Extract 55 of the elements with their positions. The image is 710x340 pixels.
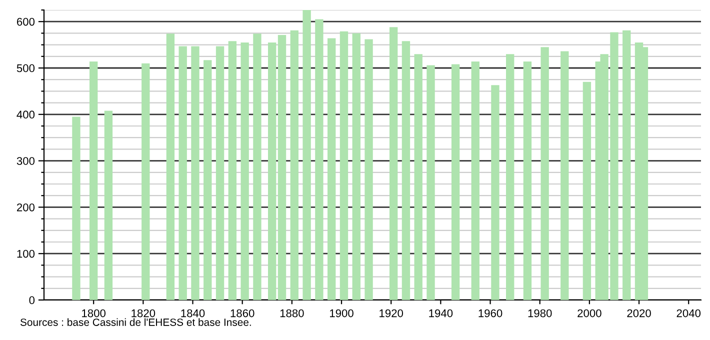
bar [204,60,212,300]
x-tick-label: 1940 [429,309,453,318]
bar [72,116,80,300]
bar [302,10,311,300]
x-tick-label: 1960 [478,309,502,318]
x-tick-label: 1840 [181,309,205,318]
x-tick-label: 2000 [578,309,602,318]
bar [389,27,398,300]
bar [471,62,480,300]
bar [451,64,460,300]
bar [328,38,336,300]
bar [178,46,187,300]
y-tick-label: 600 [17,18,35,26]
bar [142,63,150,300]
source-note: Sources : base Cassini de l'EHESS et base Insee. [20,318,251,326]
bar [491,85,500,300]
x-tick-label: 1860 [230,309,254,318]
bar [290,30,298,300]
bar [414,54,422,300]
y-tick-label: 500 [16,64,35,72]
bar [426,65,435,300]
bar [253,34,262,300]
bar [228,41,237,300]
bar [216,46,224,300]
y-tick-label: 300 [16,157,35,165]
bar [523,62,532,300]
bar [352,33,360,300]
x-tick-label: 1820 [132,309,156,318]
bar [278,35,286,300]
bar [582,82,592,300]
y-tick-label: 100 [17,250,35,258]
bar [340,31,348,300]
bar [622,30,631,300]
bar [240,42,249,300]
x-tick-label: 1980 [528,309,552,318]
y-tick-label: 400 [16,110,35,119]
bar [268,42,276,300]
x-tick-label: 2020 [627,309,651,318]
bar [506,54,514,300]
x-tick-label: 1920 [380,309,404,318]
bar [540,47,549,300]
x-tick-label: 1880 [280,309,304,318]
x-tick-label: 2040 [676,309,701,318]
y-tick-label: 0 [29,296,35,304]
bar [364,39,373,300]
x-tick-label: 1800 [82,309,106,318]
bar [166,34,175,300]
bar [315,19,324,300]
y-tick-label: 200 [16,203,35,212]
bar [560,51,569,300]
bar [104,110,113,300]
bar [191,46,200,300]
bar [402,41,410,300]
x-tick-label: 1900 [330,309,354,318]
bar [89,62,98,300]
